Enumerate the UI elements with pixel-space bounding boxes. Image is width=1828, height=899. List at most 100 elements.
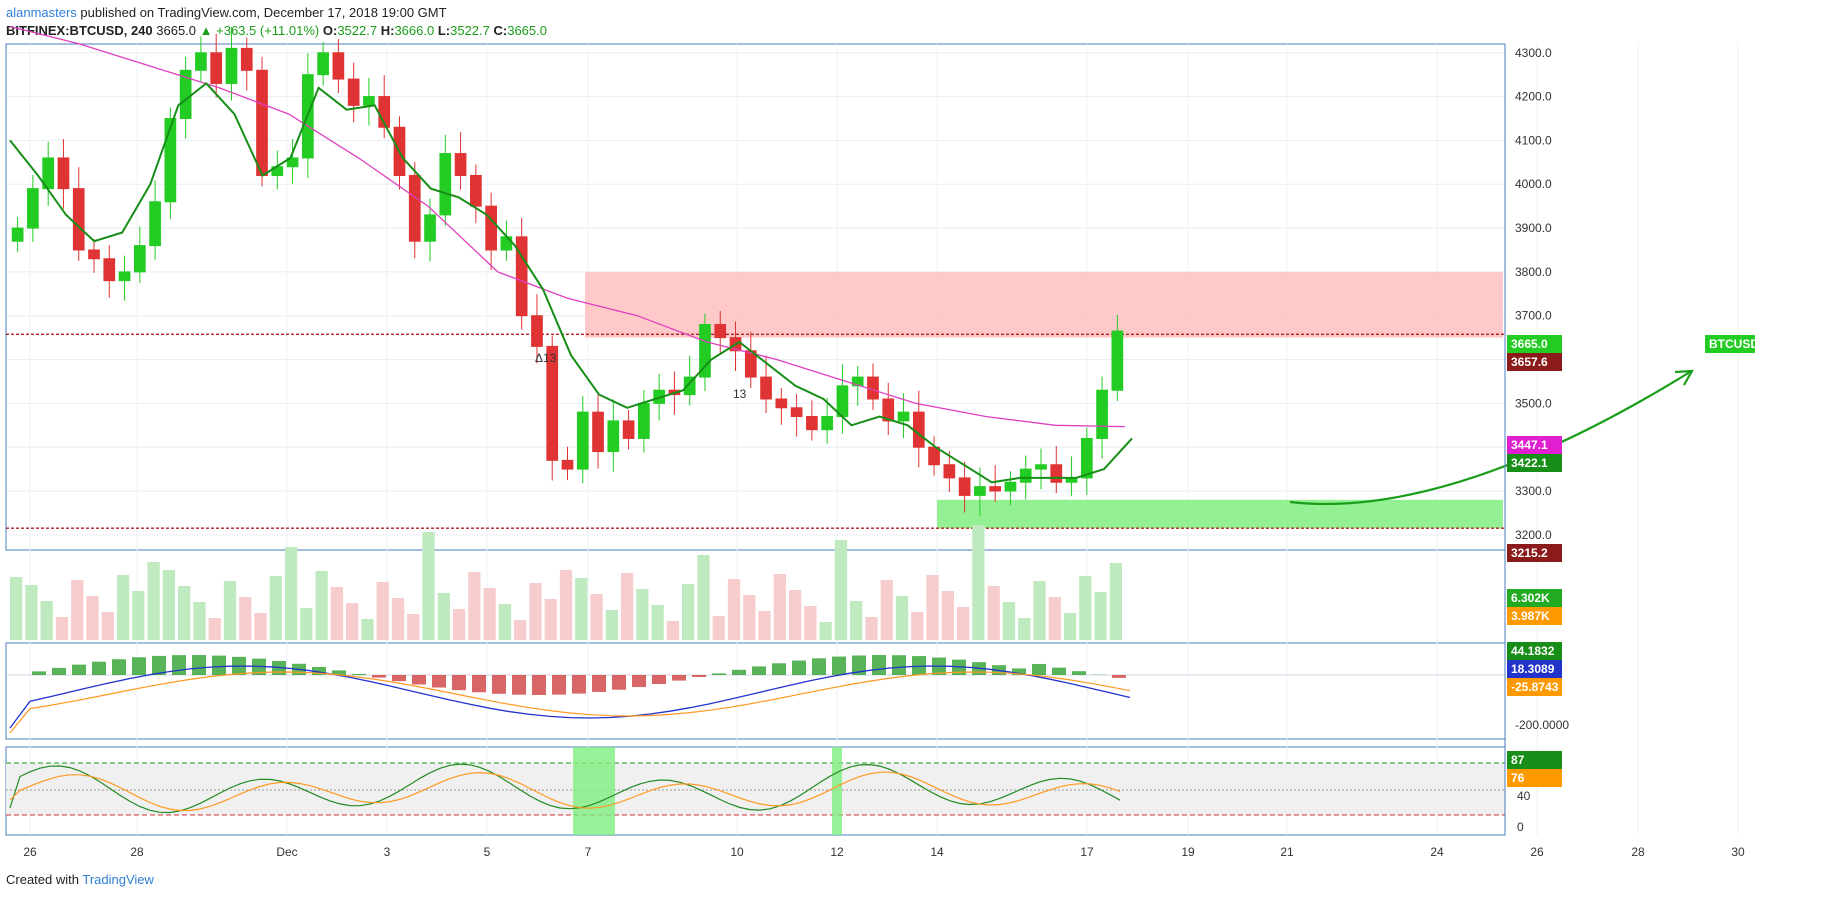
macd-histogram-bar bbox=[212, 655, 226, 675]
price-tag: 3215.2 bbox=[1511, 546, 1548, 560]
volume-bar bbox=[1094, 592, 1107, 640]
volume-bar bbox=[269, 576, 282, 640]
projection-arrow-head bbox=[1674, 369, 1694, 386]
time-tick-label: 17 bbox=[1080, 845, 1094, 859]
time-tick-label: 7 bbox=[585, 845, 592, 859]
macd-histogram-bar bbox=[72, 664, 86, 675]
volume-bar bbox=[422, 532, 435, 640]
volume-bar bbox=[162, 570, 176, 640]
volume-tag: 3.987K bbox=[1511, 609, 1550, 623]
macd-tag: 44.1832 bbox=[1511, 644, 1555, 658]
last-price: 3665.0 bbox=[156, 23, 197, 38]
candle-body bbox=[699, 323, 711, 378]
candle-body bbox=[1004, 481, 1017, 492]
volume-bar bbox=[926, 575, 939, 640]
candle-body bbox=[149, 201, 161, 247]
macd-histogram-bar bbox=[332, 670, 346, 675]
volume-bars bbox=[10, 525, 1122, 640]
volume-bar bbox=[346, 603, 359, 640]
candle-body bbox=[1035, 464, 1047, 470]
volume-bar bbox=[25, 585, 38, 640]
rsi-highlight bbox=[573, 747, 615, 835]
rsi-d-line bbox=[9, 771, 1121, 812]
candle-body bbox=[1019, 468, 1032, 483]
volume-bar bbox=[116, 575, 130, 640]
volume-bar bbox=[193, 602, 206, 640]
macd-tag-box bbox=[1507, 660, 1562, 678]
time-tick-label: 5 bbox=[484, 845, 491, 859]
close-label: C: bbox=[493, 23, 508, 38]
candle-body bbox=[439, 153, 452, 216]
rsi-k-line bbox=[9, 763, 1121, 814]
volume-bar bbox=[498, 604, 512, 640]
macd-histogram-bar bbox=[432, 675, 446, 688]
candle-body bbox=[989, 486, 1002, 492]
price-tick-label: 4200.0 bbox=[1515, 90, 1552, 104]
candle-body bbox=[1080, 437, 1093, 479]
candle-body bbox=[240, 47, 253, 71]
macd-histogram-bar bbox=[752, 666, 766, 675]
candle-body bbox=[714, 323, 727, 339]
volume-bar bbox=[743, 595, 756, 640]
candle-body bbox=[851, 376, 864, 387]
macd-tag-box bbox=[1507, 642, 1562, 660]
volume-bar bbox=[590, 594, 603, 640]
volume-bar bbox=[727, 579, 741, 640]
time-tick-label: 21 bbox=[1280, 845, 1294, 859]
macd-histogram-bar bbox=[1012, 668, 1026, 675]
support-zone bbox=[937, 499, 1503, 529]
macd-histogram-bar bbox=[112, 659, 126, 675]
volume-bar bbox=[391, 598, 405, 640]
annotation-label: Δ13 bbox=[535, 351, 557, 365]
candle-body bbox=[531, 315, 543, 347]
macd-histogram-bar bbox=[792, 660, 806, 675]
volume-tag-box bbox=[1507, 589, 1562, 607]
price-tag-box bbox=[1507, 353, 1562, 371]
low-value: 3522.7 bbox=[450, 23, 490, 38]
candle-body bbox=[576, 411, 589, 470]
candle-body bbox=[561, 459, 574, 470]
price-tick-label: 4000.0 bbox=[1515, 177, 1552, 191]
volume-bar bbox=[101, 612, 114, 640]
candle-body bbox=[332, 52, 345, 80]
volume-bar bbox=[239, 597, 252, 640]
price-tag: 3665.0 bbox=[1511, 337, 1548, 351]
candle-body bbox=[118, 271, 131, 282]
footer: Created with TradingView bbox=[6, 872, 154, 887]
volume-bar bbox=[880, 580, 893, 640]
macd-histogram-bar bbox=[552, 675, 566, 695]
candle-body bbox=[943, 464, 956, 479]
volume-bar bbox=[208, 618, 221, 640]
candle-body bbox=[210, 52, 223, 84]
volume-bar bbox=[437, 593, 450, 640]
macd-tag: 18.3089 bbox=[1511, 662, 1555, 676]
candle-body bbox=[11, 227, 24, 242]
tradingview-logo[interactable]: TradingView bbox=[82, 872, 154, 887]
created-with-label: Created with bbox=[6, 872, 79, 887]
candle-body bbox=[790, 407, 803, 418]
price-tick-label: 3200.0 bbox=[1515, 528, 1552, 542]
volume-bar bbox=[773, 574, 786, 640]
time-tick-label: 10 bbox=[730, 845, 744, 859]
volume-bar bbox=[223, 581, 237, 640]
candle-body bbox=[317, 52, 329, 76]
macd-histogram-bar bbox=[32, 671, 46, 675]
candle-body bbox=[592, 411, 604, 453]
rsi-pane: 0 40 bbox=[6, 747, 1531, 835]
candle-body bbox=[760, 376, 772, 400]
volume-bar bbox=[758, 611, 771, 640]
volume-bar bbox=[376, 582, 389, 640]
volume-bar bbox=[804, 606, 817, 640]
author-link[interactable]: alanmasters bbox=[6, 5, 77, 20]
time-tick-label: 24 bbox=[1430, 845, 1444, 859]
open-value: 3522.7 bbox=[337, 23, 378, 38]
time-tick-label: 28 bbox=[1631, 845, 1645, 859]
candle-body bbox=[683, 376, 696, 396]
macd-histogram-bar bbox=[512, 675, 526, 695]
macd-histogram-bar bbox=[672, 675, 686, 681]
volume-bar bbox=[407, 614, 420, 640]
macd-histogram-bar bbox=[892, 655, 906, 675]
candle-body bbox=[57, 157, 70, 190]
fast-ema-line bbox=[9, 82, 1133, 484]
